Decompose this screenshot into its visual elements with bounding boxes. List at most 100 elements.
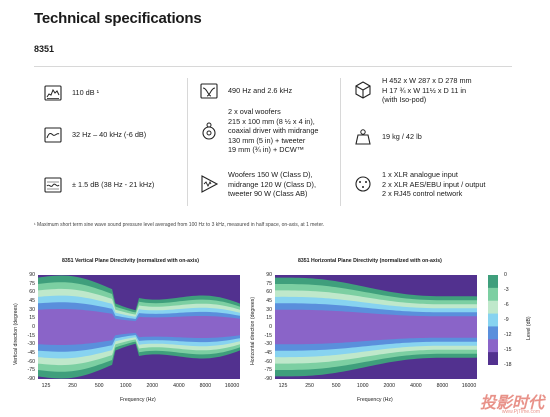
vertical-directivity-heatmap (38, 275, 240, 379)
y-tick-label: 75 (266, 280, 272, 287)
spec-text: ± 1.5 dB (38 Hz - 21 kHz) (72, 180, 155, 190)
spec-text: 2 x oval woofers (228, 107, 281, 116)
x-tick-label: 1000 (356, 383, 369, 389)
spec-lines: Woofers 150 W (Class D), midrange 120 W … (228, 170, 316, 199)
y-tick-label: 90 (29, 272, 35, 278)
spec-text: tweeter 90 W (Class AB) (228, 189, 308, 199)
x-tick-label: 125 (41, 383, 51, 389)
spec-frequency-response: 32 Hz – 40 kHz (-6 dB) (42, 124, 146, 146)
spec-text: H 452 x W 287 x D 278 mm (382, 76, 472, 85)
spec-text: 32 Hz – 40 kHz (-6 dB) (72, 130, 147, 140)
spec-lines: 19 kg / 42 lb (382, 132, 422, 142)
horizontal-x-label: Frequency (Hz) (357, 397, 393, 403)
horizontal-chart-title: 8351 Horizontal Plane Directivity (norma… (298, 258, 442, 264)
spec-text: 19 kg / 42 lb (382, 132, 422, 142)
y-tick-label: -30 (27, 341, 36, 348)
y-tick-label: 90 (266, 272, 272, 278)
footnote: ¹ Maximum short term sine wave sound pre… (34, 222, 325, 228)
y-tick-label: -15 (27, 332, 36, 339)
colorbar-tick-label: -6 (504, 302, 509, 308)
colorbar-segment (488, 275, 498, 289)
divider (34, 66, 512, 67)
y-tick-label: -45 (27, 350, 36, 356)
colorbar-segment (488, 339, 498, 353)
spec-text: midrange 120 W (Class D), (228, 179, 316, 189)
colorbar-segment (488, 313, 498, 327)
y-tick-label: 60 (266, 289, 272, 296)
vertical-chart-title: 8351 Vertical Plane Directivity (normali… (62, 258, 199, 264)
spec-lines: 490 Hz and 2.6 kHz (228, 86, 292, 96)
spec-text: 19 mm (¾ in) + DCW™ (228, 145, 305, 155)
spec-text: Woofers 150 W (Class D), (228, 170, 313, 179)
colorbar-tick-label: -18 (504, 362, 512, 368)
x-tick-label: 250 (68, 383, 77, 389)
x-tick-label: 2000 (383, 383, 396, 389)
y-tick-label: -30 (264, 341, 273, 348)
y-tick-label: -60 (27, 358, 36, 365)
level-band (275, 309, 477, 345)
x-tick-label: 2000 (146, 383, 159, 389)
spec-text: 2 x XLR AES/EBU input / output (382, 179, 486, 189)
colorbar-segment (488, 326, 498, 340)
spec-text: 110 dB ¹ (72, 88, 100, 98)
weight-icon (352, 126, 374, 148)
level-colorbar (488, 275, 498, 365)
y-tick-label: 0 (32, 324, 35, 330)
x-tick-label: 4000 (173, 383, 185, 389)
y-tick-label: -90 (27, 376, 36, 382)
colorbar-tick-label: 0 (504, 272, 507, 278)
colorbar-tick-label: -3 (504, 287, 509, 293)
horizontal-y-label: Horizontal direction (degrees) (250, 296, 256, 365)
y-tick-label: 60 (29, 289, 35, 296)
spec-text: (with Iso-pod) (382, 95, 427, 105)
y-tick-label: 75 (29, 280, 35, 287)
spec-dimensions: H 452 x W 287 x D 278 mm H 17 ¾ x W 11½ … (352, 76, 472, 105)
crossover-icon (198, 80, 220, 102)
spec-text: H 17 ¾ x W 11½ x D 11 in (382, 85, 467, 95)
spec-weight: 19 kg / 42 lb (352, 126, 422, 148)
x-tick-label: 1000 (119, 383, 132, 389)
y-tick-label: 0 (269, 324, 272, 330)
spec-max-spl: 110 dB ¹ (42, 82, 99, 104)
vertical-y-label: Vertical direction (degrees) (13, 303, 19, 365)
drivers-icon (198, 120, 220, 142)
colorbar-label: Level (dB) (526, 316, 532, 340)
spec-crossover: 490 Hz and 2.6 kHz (198, 80, 292, 102)
spec-lines: ± 1.5 dB (38 Hz - 21 kHz) (72, 180, 154, 190)
x-tick-label: 8000 (199, 383, 212, 389)
y-tick-label: -90 (264, 376, 273, 382)
colorbar-segment (488, 287, 498, 302)
spec-accuracy: ± 1.5 dB (38 Hz - 21 kHz) (42, 174, 154, 196)
colorbar-tick-label: -15 (504, 347, 512, 353)
level-band (38, 309, 240, 345)
y-tick-label: -15 (264, 332, 273, 339)
y-tick-label: 45 (266, 298, 272, 304)
spec-text: coaxial driver with midrange (228, 126, 319, 136)
spl-meter-icon (42, 82, 64, 104)
colorbar-tick-label: -12 (504, 332, 512, 338)
y-tick-label: 45 (29, 298, 35, 304)
colorbar-tick-label: -9 (504, 317, 509, 323)
y-tick-label: -60 (264, 358, 273, 365)
y-tick-label: -75 (264, 367, 273, 374)
column-divider-2 (340, 78, 341, 206)
watermark-url: www.PjTime.com (501, 409, 540, 415)
spec-lines: 110 dB ¹ (72, 88, 99, 98)
y-tick-label: -45 (264, 350, 273, 356)
frequency-response-icon (42, 124, 64, 146)
connectors-icon (352, 173, 374, 195)
spec-text: 2 x RJ45 control network (382, 189, 463, 199)
dimensions-cube-icon (352, 79, 374, 101)
x-tick-label: 4000 (410, 383, 422, 389)
y-tick-label: 15 (266, 315, 272, 322)
page-title: Technical specifications (34, 10, 202, 27)
colorbar-segment (488, 352, 498, 365)
model-number: 8351 (34, 44, 55, 54)
x-tick-label: 500 (331, 383, 341, 389)
column-divider-1 (187, 78, 188, 206)
spec-drivers: 2 x oval woofers 215 x 100 mm (8 ½ x 4 i… (198, 107, 318, 155)
vertical-x-label: Frequency (Hz) (120, 397, 156, 403)
spec-lines: 2 x oval woofers 215 x 100 mm (8 ½ x 4 i… (228, 107, 318, 155)
accuracy-icon (42, 174, 64, 196)
x-tick-label: 500 (94, 383, 104, 389)
